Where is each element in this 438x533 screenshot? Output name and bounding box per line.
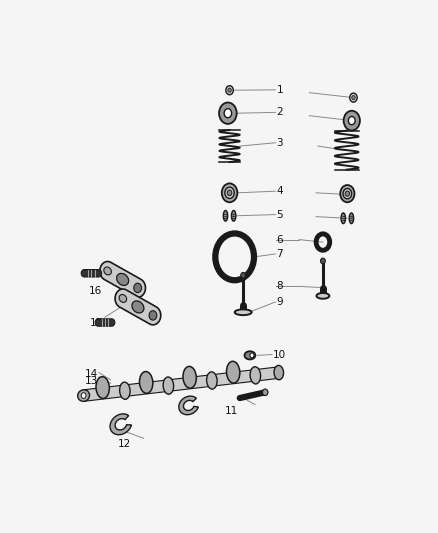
Circle shape [134, 283, 141, 293]
Text: 7: 7 [276, 249, 283, 259]
Circle shape [250, 353, 254, 358]
Text: 11: 11 [224, 406, 238, 416]
Circle shape [226, 86, 233, 95]
Ellipse shape [250, 367, 261, 384]
Ellipse shape [317, 293, 329, 298]
Polygon shape [95, 319, 115, 326]
Ellipse shape [341, 213, 346, 224]
Ellipse shape [235, 309, 252, 315]
Ellipse shape [163, 377, 173, 394]
Text: 9: 9 [276, 297, 283, 307]
Circle shape [262, 389, 268, 395]
Text: 6: 6 [276, 235, 283, 245]
Text: 10: 10 [273, 350, 286, 360]
Circle shape [352, 95, 355, 100]
Polygon shape [83, 367, 279, 401]
Ellipse shape [104, 267, 111, 275]
Ellipse shape [207, 372, 217, 389]
Ellipse shape [183, 366, 196, 388]
Circle shape [81, 393, 86, 399]
Ellipse shape [274, 366, 283, 379]
Ellipse shape [132, 301, 144, 313]
Polygon shape [100, 262, 145, 297]
Ellipse shape [226, 361, 240, 383]
Ellipse shape [96, 377, 110, 399]
Circle shape [219, 102, 237, 124]
Polygon shape [110, 414, 131, 435]
Ellipse shape [119, 295, 127, 302]
Circle shape [350, 93, 357, 102]
Circle shape [321, 258, 325, 264]
Text: 4: 4 [276, 186, 283, 196]
Text: 8: 8 [276, 281, 283, 292]
Ellipse shape [223, 211, 228, 221]
Ellipse shape [120, 382, 130, 399]
Text: 12: 12 [118, 439, 131, 449]
Circle shape [149, 311, 157, 320]
Circle shape [345, 191, 350, 196]
Ellipse shape [349, 213, 353, 224]
Polygon shape [81, 270, 102, 277]
Ellipse shape [139, 372, 153, 393]
Text: 14: 14 [85, 369, 99, 379]
Ellipse shape [78, 390, 89, 401]
Text: 5: 5 [276, 209, 283, 220]
Text: 2: 2 [276, 107, 283, 117]
Text: 15: 15 [89, 318, 102, 328]
Polygon shape [179, 396, 198, 415]
Text: 1: 1 [276, 85, 283, 95]
Circle shape [228, 88, 231, 92]
Ellipse shape [231, 211, 236, 221]
Circle shape [340, 185, 354, 202]
Text: 16: 16 [88, 286, 102, 296]
Circle shape [344, 111, 360, 131]
Circle shape [225, 187, 234, 198]
Circle shape [224, 109, 232, 118]
Circle shape [222, 183, 237, 202]
Ellipse shape [117, 273, 129, 286]
Circle shape [348, 117, 355, 125]
Text: 13: 13 [85, 376, 99, 386]
Circle shape [343, 189, 352, 199]
Circle shape [241, 272, 246, 278]
Polygon shape [115, 289, 161, 325]
Circle shape [227, 190, 232, 196]
Ellipse shape [244, 351, 255, 359]
Text: 3: 3 [276, 138, 283, 148]
